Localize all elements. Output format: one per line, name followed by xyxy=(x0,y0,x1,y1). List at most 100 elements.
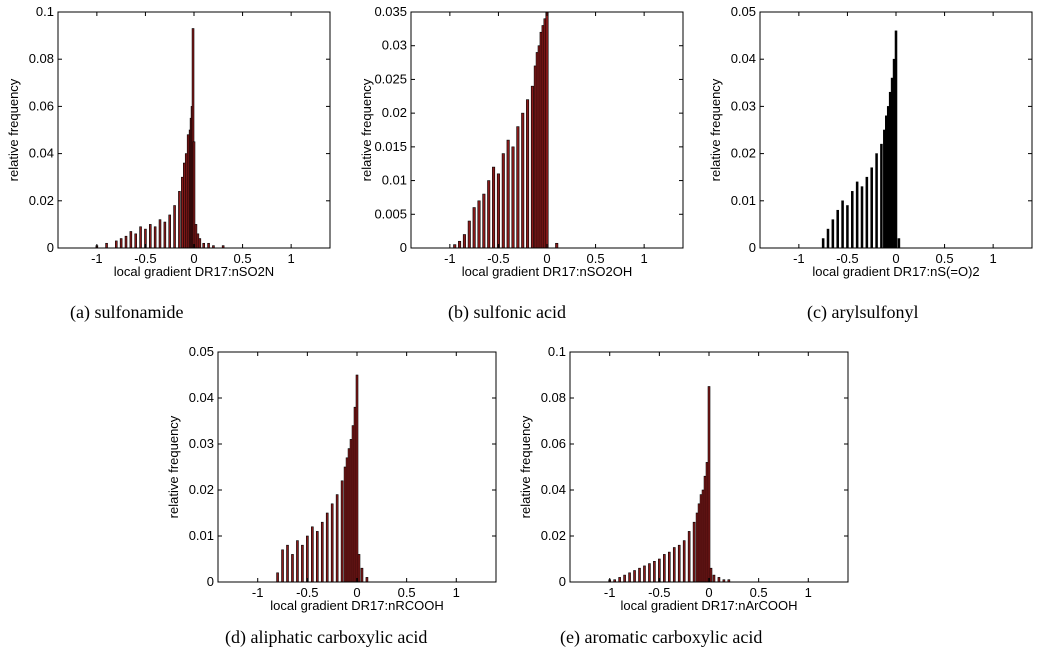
chart-b-bar xyxy=(516,126,520,249)
chart-d-xlabel: local gradient DR17:nRCOOH xyxy=(270,598,443,613)
chart-c-bar xyxy=(880,143,883,249)
chart-e-svg: -1 -0.5 0 0.5 1 0 0.02 0.04 0.06 0.08 0.1 local gra… xyxy=(518,344,849,613)
chart-a-bar xyxy=(139,226,142,249)
chart-d-bar xyxy=(281,549,284,583)
chart-a-xtick-label: -1 xyxy=(91,251,103,266)
chart-c-ytick-label: 0 xyxy=(749,240,756,255)
chart-e-bar xyxy=(712,574,716,583)
chart-a-ytick-label: 0.06 xyxy=(29,98,54,113)
chart-a-ytick-label: 0.08 xyxy=(29,51,54,66)
chart-e-bar xyxy=(628,572,631,583)
chart-c-svg: -1 -0.5 0 0.5 1 0 0.01 0.02 0.03 0.04 0.05 local gr… xyxy=(708,4,1033,279)
chart-e-bar xyxy=(663,554,666,583)
chart-d-bar xyxy=(335,494,339,583)
chart-a-xtick-label: 1 xyxy=(288,251,295,266)
chart-c-bar xyxy=(821,238,825,249)
chart-a-bar xyxy=(134,233,137,249)
chart-e-ytick-label: 0.1 xyxy=(548,344,566,359)
chart-b-bar xyxy=(555,242,559,249)
chart-panel-d: -1 -0.5 0 0.5 1 0 0.01 0.02 0.03 0.04 0.05 local gr… xyxy=(160,340,510,656)
chart-c-ytick-label: 0.05 xyxy=(731,4,756,19)
chart-a-bar xyxy=(198,238,202,249)
chart-c-ytick-label: 0.01 xyxy=(731,193,756,208)
caption-d: (d) aliphatic carboxylic acid xyxy=(225,627,428,647)
chart-e-xtick-label: 1 xyxy=(805,585,812,600)
chart-d-bar xyxy=(301,544,304,583)
chart-a-ytick-label: 0.1 xyxy=(36,4,54,19)
chart-panel-a: -1 -0.5 0 0.5 1 0 0.02 0.04 0.06 0.08 0.1 local gra… xyxy=(0,0,340,328)
chart-panel-c: -1 -0.5 0 0.5 1 0 0.01 0.02 0.03 0.04 0.05 local gr… xyxy=(702,0,1042,328)
chart-a-ytick-label: 0 xyxy=(47,240,54,255)
chart-d-bar xyxy=(291,554,294,583)
chart-c-xtick-label: -0.5 xyxy=(836,251,858,266)
chart-b-ytick-label: 0.02 xyxy=(382,105,407,120)
chart-e-bar xyxy=(633,570,636,583)
chart-c-xtick-label: 0 xyxy=(892,251,899,266)
chart-a-ytick-label: 0.02 xyxy=(29,193,54,208)
chart-c-bar xyxy=(894,30,898,249)
chart-b-bar xyxy=(477,200,481,249)
chart-b-bar xyxy=(482,193,486,249)
chart-c-bar xyxy=(836,209,839,249)
chart-a-bar xyxy=(105,242,108,249)
chart-c-ytick-label: 0.04 xyxy=(731,51,756,66)
chart-a-bar xyxy=(163,221,167,249)
chart-d-ytick-label: 0.05 xyxy=(189,344,214,359)
chart-d-xtick-label: -0.5 xyxy=(296,585,318,600)
chart-c-ytick-label: 0.03 xyxy=(731,98,756,113)
chart-e-bar xyxy=(648,563,651,583)
chart-d-ytick-label: 0.04 xyxy=(189,390,214,405)
caption-c: (c) arylsulfonyl xyxy=(807,302,919,322)
chart-c-xtick-label: 0.5 xyxy=(936,251,954,266)
chart-b-bar xyxy=(545,11,549,249)
chart-c-bar xyxy=(890,77,894,249)
chart-b-xtick-label: -1 xyxy=(444,251,456,266)
chart-c-bar xyxy=(860,186,864,249)
chart-d-bar xyxy=(296,540,299,583)
chart-e-ytick-label: 0 xyxy=(559,574,566,589)
chart-d-bar xyxy=(360,567,364,583)
chart-c-bar xyxy=(851,191,854,249)
chart-b-ytick-label: 0.025 xyxy=(374,71,407,86)
chart-b-bar xyxy=(472,207,476,249)
caption-b: (b) sulfonic acid xyxy=(448,302,566,322)
chart-a-xtick-label: 0 xyxy=(190,251,197,266)
chart-d-bar xyxy=(286,544,289,583)
chart-a-bar xyxy=(115,240,118,249)
chart-a-bar xyxy=(168,214,171,249)
chart-c-bar xyxy=(831,219,835,249)
chart-c-bar xyxy=(885,115,888,249)
chart-e-bar xyxy=(707,386,711,583)
chart-c-bar xyxy=(826,228,830,249)
chart-d-bar xyxy=(311,526,314,583)
chart-a-bar xyxy=(124,235,128,249)
chart-e-bar xyxy=(638,567,641,583)
chart-a-bar xyxy=(183,162,186,249)
chart-b-bar xyxy=(496,173,500,249)
chart-b-ytick-label: 0.01 xyxy=(382,173,407,188)
chart-a-xlabel: local gradient DR17:nSO2N xyxy=(114,264,274,279)
chart-d-bar xyxy=(320,521,324,583)
chart-a-bar xyxy=(129,231,133,249)
chart-a-bar xyxy=(202,242,205,249)
chart-b-xlabel: local gradient DR17:nSO2OH xyxy=(462,264,633,279)
chart-a-bar xyxy=(119,238,123,249)
chart-c-xtick-label: -1 xyxy=(793,251,805,266)
chart-b-ylabel: relative frequency xyxy=(359,78,374,181)
chart-c-bar xyxy=(875,153,878,249)
chart-c-xlabel: local gradient DR17:nS(=O)2 xyxy=(812,264,979,279)
chart-e-bar xyxy=(667,551,671,583)
chart-e-bar xyxy=(623,574,626,583)
chart-c-bar xyxy=(865,176,869,249)
chart-b-ytick-label: 0.03 xyxy=(382,38,407,53)
chart-b-bar xyxy=(506,139,510,249)
chart-d-ytick-label: 0.02 xyxy=(189,482,214,497)
chart-c-bar xyxy=(897,238,901,249)
chart-e-ytick-label: 0.08 xyxy=(541,390,566,405)
chart-e-xtick-label: 0 xyxy=(705,585,712,600)
chart-b-svg: -1 -0.5 0 0.5 1 0 0.005 0.01 0.015 0.02 0.025 0.03 0… xyxy=(359,4,684,279)
chart-e-xtick-label: 0.5 xyxy=(750,585,768,600)
chart-d-xtick-label: -1 xyxy=(252,585,264,600)
chart-c-bar xyxy=(841,200,844,249)
chart-e-xtick-label: -0.5 xyxy=(648,585,670,600)
